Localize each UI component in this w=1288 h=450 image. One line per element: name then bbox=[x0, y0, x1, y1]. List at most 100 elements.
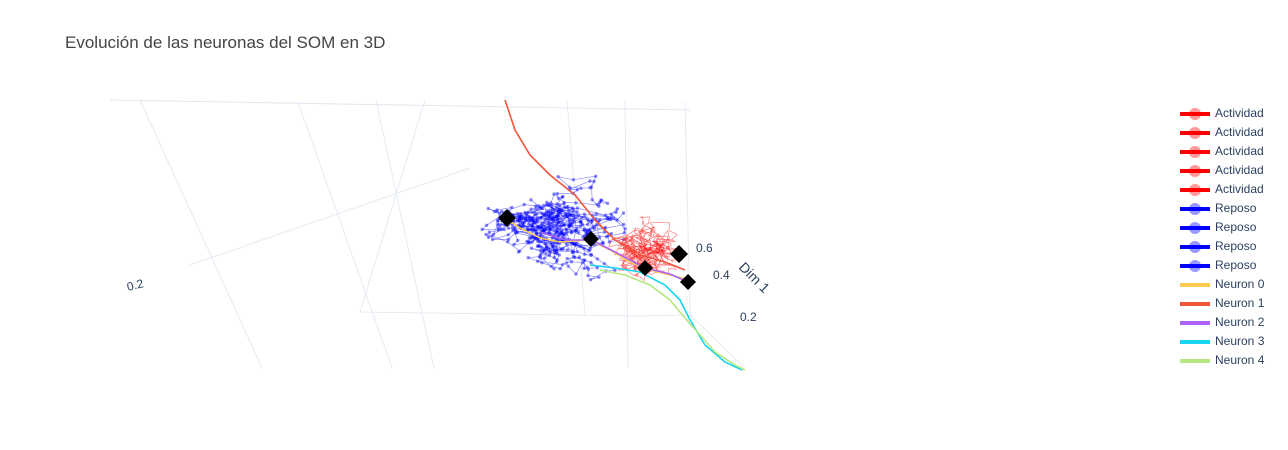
legend-label: Reposo bbox=[1215, 201, 1257, 215]
trace-reposo-point bbox=[512, 226, 517, 230]
legend-item[interactable]: Neuron 2 bbox=[1178, 313, 1288, 332]
legend-symbol bbox=[1180, 241, 1210, 253]
trace-reposo-point bbox=[495, 208, 499, 212]
trace-reposo-point bbox=[525, 225, 530, 230]
trace-reposo-point bbox=[546, 203, 550, 207]
trace-reposo-point bbox=[519, 217, 524, 221]
trace-reposo-point bbox=[548, 217, 552, 221]
legend-symbol bbox=[1180, 321, 1210, 325]
trace-reposo-point bbox=[536, 239, 540, 243]
legend-item[interactable]: Actividad bbox=[1178, 142, 1288, 161]
trace-reposo-point bbox=[564, 212, 568, 216]
grid bbox=[109, 99, 746, 369]
legend-label: Neuron 4 bbox=[1215, 353, 1265, 367]
trace-reposo-point bbox=[568, 223, 572, 228]
trace-reposo-point bbox=[571, 249, 575, 253]
trace-reposo-point bbox=[568, 213, 572, 217]
legend-label: Reposo bbox=[1215, 220, 1257, 234]
trace-reposo-point bbox=[524, 218, 528, 223]
legend-item[interactable]: Reposo bbox=[1178, 199, 1288, 218]
legend-label: Neuron 0 bbox=[1215, 277, 1265, 291]
trace-reposo-point bbox=[528, 228, 532, 232]
trace-reposo-point bbox=[576, 213, 581, 217]
legend-label: Neuron 1 bbox=[1215, 296, 1265, 310]
trace-reposo-point bbox=[531, 229, 535, 233]
trace-reposo-point bbox=[605, 216, 609, 220]
trace-reposo-point bbox=[560, 228, 564, 232]
trace-reposo-point bbox=[535, 207, 539, 212]
trace-reposo-point bbox=[588, 246, 593, 250]
trace-reposo-point bbox=[593, 224, 597, 228]
trace-reposo-point bbox=[518, 214, 522, 219]
trace-reposo-point bbox=[526, 256, 530, 260]
legend-item[interactable]: Actividad bbox=[1178, 180, 1288, 199]
trace-reposo-point bbox=[535, 217, 539, 222]
neuron-markers bbox=[498, 209, 696, 290]
trace-reposo-point bbox=[570, 230, 574, 234]
trace-reposo-point bbox=[512, 242, 516, 247]
trace-reposo-point bbox=[590, 198, 594, 202]
trace-reposo-point bbox=[552, 241, 556, 245]
trace-reposo-point bbox=[549, 209, 553, 214]
trace-reposo-point bbox=[554, 249, 559, 253]
trace-reposo bbox=[480, 204, 617, 282]
trace-reposo-point bbox=[527, 222, 531, 226]
trace-reposo-point bbox=[533, 204, 538, 208]
trace-reposo-point bbox=[575, 188, 580, 192]
legend-item[interactable]: Neuron 4 bbox=[1178, 351, 1288, 370]
trace-reposo-point bbox=[580, 261, 585, 265]
trace-reposo-point bbox=[562, 222, 566, 227]
legend-item[interactable]: Reposo bbox=[1178, 218, 1288, 237]
trace-reposo-point bbox=[577, 255, 581, 259]
trace-reposo-point bbox=[544, 226, 548, 230]
trace-reposo-point bbox=[563, 205, 567, 209]
trace-reposo-point bbox=[550, 243, 554, 247]
legend-item[interactable]: Reposo bbox=[1178, 237, 1288, 256]
trace-reposo-point bbox=[557, 253, 561, 257]
trace-reposo-point bbox=[534, 220, 538, 225]
trace-reposo-point bbox=[540, 234, 544, 238]
trace-reposo-point bbox=[529, 236, 533, 240]
legend-item[interactable]: Actividad bbox=[1178, 104, 1288, 123]
trace-reposo-point bbox=[548, 221, 552, 225]
legend-item[interactable]: Actividad bbox=[1178, 161, 1288, 180]
trace-reposo-point bbox=[523, 216, 528, 220]
trace-reposo-point bbox=[582, 246, 586, 251]
legend-item[interactable]: Reposo bbox=[1178, 256, 1288, 275]
x-tick-label: 0.6 bbox=[696, 241, 713, 255]
trace-reposo-line bbox=[520, 175, 612, 261]
trace-reposo-point bbox=[530, 219, 535, 223]
trace-reposo-point bbox=[569, 260, 574, 264]
trace-reposo-point bbox=[591, 225, 595, 229]
trace-reposo-point bbox=[561, 215, 566, 219]
trace-reposo-point bbox=[543, 242, 547, 246]
trace-reposo-point bbox=[564, 227, 568, 231]
trace-reposo-point bbox=[612, 216, 616, 220]
legend-item[interactable]: Neuron 0 bbox=[1178, 275, 1288, 294]
legend-item[interactable]: Neuron 1 bbox=[1178, 294, 1288, 313]
trace-reposo-point bbox=[564, 261, 568, 265]
trace-reposo-point bbox=[550, 206, 555, 211]
trace-reposo-point bbox=[506, 233, 510, 237]
trace-reposo-point bbox=[572, 242, 577, 246]
trace-reposo-point bbox=[540, 206, 545, 210]
trace-reposo-point bbox=[552, 192, 556, 196]
trace-reposo-point bbox=[548, 249, 553, 253]
trace-reposo-point bbox=[531, 235, 535, 239]
trace-reposo-point bbox=[523, 218, 528, 222]
trace-reposo-point bbox=[541, 250, 545, 254]
trace-reposo-point bbox=[560, 208, 564, 212]
trace-reposo-point bbox=[592, 179, 596, 184]
trace-reposo-point bbox=[557, 208, 562, 212]
trace-reposo-point bbox=[589, 252, 593, 257]
trace-reposo-point bbox=[594, 212, 598, 216]
trace-reposo-point bbox=[570, 250, 574, 255]
legend-item[interactable]: Actividad bbox=[1178, 123, 1288, 142]
trace-reposo-point bbox=[556, 221, 560, 225]
trace-reposo-point bbox=[539, 239, 543, 244]
trace-reposo-point bbox=[554, 231, 558, 235]
legend-item[interactable]: Neuron 3 bbox=[1178, 332, 1288, 351]
trace-reposo-point bbox=[562, 223, 566, 228]
trace-reposo-point bbox=[517, 219, 522, 223]
